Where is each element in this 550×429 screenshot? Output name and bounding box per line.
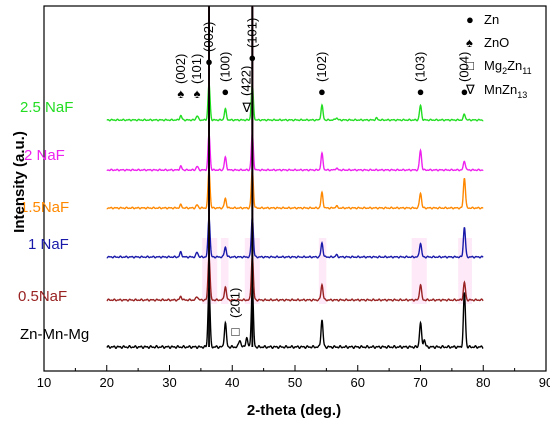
peak-label: (102) ● <box>314 52 329 99</box>
peak-marker: ● <box>248 50 256 65</box>
legend: ● Zn ♠ ZnO □ Mg2Zn11 ∇ MnZn13 <box>465 12 532 100</box>
x-tick-label: 10 <box>37 375 51 390</box>
x-axis-tick-labels: 10 20 30 40 50 60 70 80 90 <box>37 375 550 390</box>
peak-marker: ● <box>460 84 468 99</box>
x-axis-title: 2-theta (deg.) <box>247 402 341 419</box>
peak-label-text: (100) <box>217 52 232 82</box>
peak-label: (002) ● <box>201 22 216 69</box>
series-trace <box>106 286 484 350</box>
peak-label-text: (002) <box>201 22 216 52</box>
peak-label-text: (101) <box>244 18 259 48</box>
series-trace <box>106 256 484 302</box>
x-tick-label: 70 <box>413 375 427 390</box>
legend-marker-mnzn13: ∇ <box>465 82 475 97</box>
peak-marker: ● <box>318 84 326 99</box>
series-label: 1 NaF <box>28 236 69 253</box>
peak-label: (002) ♠ <box>173 54 188 101</box>
series-trace <box>106 217 484 259</box>
series-labels: 2.5 NaF 2 NaF 1.5NaF 1 NaF 0.5NaF Zn-Mn-Mg <box>18 99 89 343</box>
peak-marker: ∇ <box>241 100 251 115</box>
series-label: 1.5NaF <box>20 199 69 216</box>
shading-band <box>220 238 229 304</box>
series-label: 0.5NaF <box>18 288 67 305</box>
peak-label: (101) ● <box>244 18 259 65</box>
series-label: 2 NaF <box>24 147 65 164</box>
x-tick-label: 30 <box>162 375 176 390</box>
series-label: Zn-Mn-Mg <box>20 326 89 343</box>
peak-marker: □ <box>231 324 239 339</box>
legend-label-zn: Zn <box>484 12 499 27</box>
x-tick-label: 40 <box>225 375 239 390</box>
peak-label-text: (101) <box>189 54 204 84</box>
peak-marker: ● <box>205 54 213 69</box>
series-label: 2.5 NaF <box>20 99 73 116</box>
peak-marker: ● <box>417 84 425 99</box>
peak-label: (100) ● <box>217 52 232 99</box>
peak-marker: ♠ <box>177 86 184 101</box>
peak-marker: ● <box>221 84 229 99</box>
legend-marker-zn: ● <box>466 12 474 27</box>
peak-label-text: (103) <box>413 52 428 82</box>
x-tick-label: 60 <box>351 375 365 390</box>
peak-label: (004) ● <box>456 52 471 99</box>
legend-label-zno: ZnO <box>484 35 509 50</box>
peak-label-text: (102) <box>314 52 329 82</box>
series-trace <box>106 133 484 172</box>
peak-label: (422) ∇ <box>239 66 254 115</box>
shading-layer <box>202 238 472 304</box>
x-tick-label: 20 <box>100 375 114 390</box>
peak-label: (103) ● <box>413 52 428 99</box>
series-traces <box>106 6 484 350</box>
peak-marker: ♠ <box>194 86 201 101</box>
peak-annotations: (002)♠(101)♠(002)● (100)● (422)∇(101)● (102… <box>173 18 472 339</box>
x-tick-label: 50 <box>288 375 302 390</box>
peak-label-text: (422) <box>239 66 254 96</box>
series-trace <box>106 169 484 210</box>
peak-label-text: (201) <box>227 288 242 318</box>
series-trace <box>106 83 484 122</box>
peak-label: (101) ♠ <box>189 54 204 101</box>
legend-label-mg2zn11: Mg2Zn11 <box>484 58 532 76</box>
legend-marker-mg2zn11: □ <box>466 58 474 73</box>
x-tick-label: 90 <box>539 375 550 390</box>
peak-label-text: (004) <box>456 52 471 82</box>
x-axis-ticks <box>43 365 547 371</box>
peak-label-text: (002) <box>173 54 188 84</box>
shading-band <box>318 238 327 304</box>
y-axis-title: Intensity (a.u.) <box>11 131 28 233</box>
peak-label: (201) □ <box>227 288 242 339</box>
legend-marker-zno: ♠ <box>466 35 473 50</box>
x-tick-label: 80 <box>476 375 490 390</box>
legend-label-mnzn13: MnZn13 <box>484 82 527 100</box>
